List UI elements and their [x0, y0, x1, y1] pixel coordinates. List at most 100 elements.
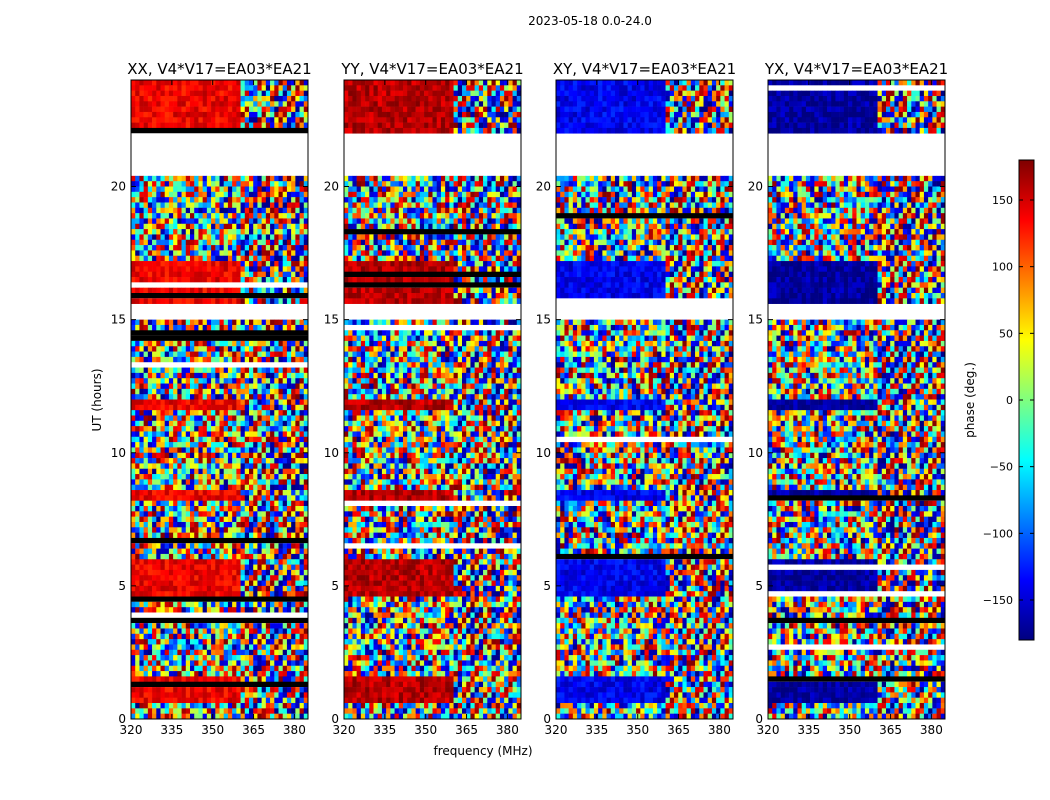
heatmap-cell	[211, 463, 216, 470]
heatmap-cell	[181, 474, 187, 480]
heatmap-cell	[282, 548, 288, 555]
heatmap-cell	[194, 399, 199, 406]
heatmap-cell	[139, 564, 144, 571]
heatmap-cell	[257, 671, 262, 677]
heatmap-cell	[185, 431, 191, 438]
heatmap-cell	[360, 197, 366, 203]
heatmap-cell	[227, 713, 233, 720]
heatmap-cell	[303, 708, 309, 714]
heatmap-cell	[139, 394, 144, 400]
heatmap-cell	[202, 367, 208, 374]
heatmap-cell	[190, 580, 195, 587]
scan-boundary	[131, 537, 308, 544]
heatmap-cell	[291, 197, 296, 203]
heatmap-cell	[261, 506, 267, 512]
heatmap-cell	[194, 277, 199, 283]
heatmap-cell	[365, 80, 370, 86]
heatmap-cell	[211, 90, 216, 97]
heatmap-cell	[265, 553, 271, 560]
heatmap-cell	[274, 245, 279, 251]
heatmap-cell	[295, 623, 300, 629]
heatmap-cell	[219, 356, 225, 363]
heatmap-cell	[270, 633, 275, 640]
heatmap-cell	[173, 660, 178, 667]
heatmap-cell	[219, 511, 225, 517]
heatmap-cell	[240, 95, 246, 102]
heatmap-cell	[299, 591, 305, 597]
heatmap-cell	[139, 383, 144, 390]
heatmap-cell	[512, 186, 518, 193]
heatmap-cell	[206, 229, 212, 235]
heatmap-cell	[282, 378, 288, 384]
heatmap-cell	[282, 708, 288, 714]
heatmap-cell	[445, 85, 450, 91]
heatmap-cell	[206, 569, 212, 576]
heatmap-cell	[291, 671, 296, 677]
heatmap-cell	[274, 463, 279, 470]
heatmap-cell	[194, 676, 199, 683]
heatmap-cell	[491, 117, 497, 123]
heatmap-cell	[394, 223, 400, 230]
heatmap-cell	[147, 399, 153, 406]
heatmap-cell	[202, 186, 208, 193]
heatmap-cell	[147, 277, 153, 283]
heatmap-cell	[164, 458, 170, 464]
heatmap-cell	[227, 665, 233, 672]
heatmap-cell	[168, 628, 174, 635]
heatmap-cell	[274, 511, 279, 517]
heatmap-cell	[206, 468, 212, 475]
heatmap-cell	[147, 452, 153, 459]
heatmap-cell	[436, 80, 442, 86]
heatmap-cell	[295, 239, 300, 246]
heatmap-cell	[168, 239, 174, 246]
heatmap-cell	[227, 277, 233, 283]
heatmap-cell	[291, 122, 296, 129]
heatmap-cell	[215, 229, 220, 235]
heatmap-cell	[185, 490, 191, 496]
heatmap-cell	[156, 383, 161, 390]
heatmap-cell	[177, 388, 182, 395]
heatmap-cell	[135, 234, 140, 241]
heatmap-cell	[512, 111, 518, 118]
heatmap-cell	[240, 378, 246, 384]
heatmap-cell	[240, 548, 246, 555]
heatmap-cell	[143, 80, 149, 86]
heatmap-cell	[219, 340, 225, 347]
heatmap-cell	[249, 495, 254, 501]
heatmap-cell	[303, 287, 309, 294]
heatmap-cell	[152, 383, 157, 390]
heatmap-cell	[360, 95, 366, 102]
heatmap-cell	[206, 181, 212, 187]
heatmap-cell	[261, 378, 267, 384]
heatmap-cell	[139, 591, 144, 597]
heatmap-cell	[303, 122, 309, 129]
heatmap-cell	[152, 649, 157, 656]
heatmap-cell	[390, 223, 395, 230]
heatmap-cell	[147, 474, 153, 480]
heatmap-cell	[261, 516, 267, 523]
heatmap-cell	[219, 436, 225, 443]
heatmap-cell	[453, 186, 459, 193]
heatmap-cell	[177, 351, 182, 358]
heatmap-cell	[131, 229, 136, 235]
heatmap-cell	[244, 644, 250, 651]
heatmap-cell	[291, 404, 296, 411]
heatmap-cell	[215, 197, 220, 203]
heatmap-cell	[147, 527, 153, 533]
heatmap-cell	[244, 399, 250, 406]
heatmap-cell	[168, 601, 174, 608]
heatmap-cell	[215, 223, 220, 230]
heatmap-cell	[147, 703, 153, 709]
heatmap-cell	[185, 692, 191, 699]
heatmap-cell	[487, 223, 492, 230]
heatmap-cell	[299, 186, 305, 193]
heatmap-cell	[232, 585, 237, 592]
heatmap-cell	[274, 628, 279, 635]
heatmap-cell	[282, 223, 288, 230]
heatmap-cell	[453, 218, 459, 225]
heatmap-cell	[257, 218, 262, 225]
heatmap-cell	[219, 85, 225, 91]
x-tick-label: 350	[201, 723, 224, 737]
heatmap-cell	[164, 207, 170, 214]
heatmap-cell	[202, 436, 208, 443]
